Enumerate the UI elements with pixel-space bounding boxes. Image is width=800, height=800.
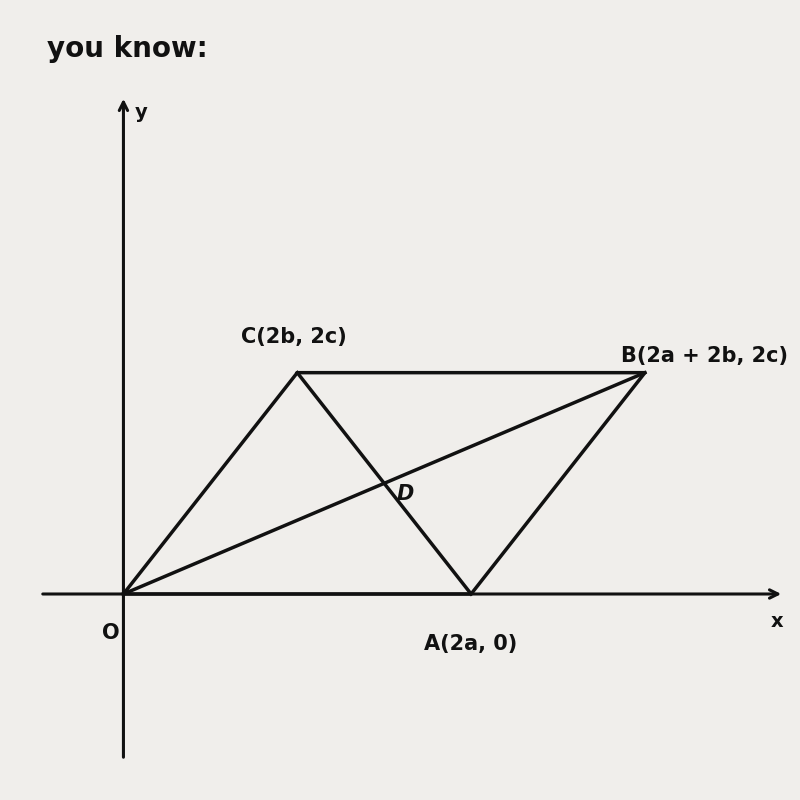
Text: B(2a + 2b, 2c): B(2a + 2b, 2c) xyxy=(621,346,787,366)
Text: O: O xyxy=(102,622,120,642)
Text: C(2b, 2c): C(2b, 2c) xyxy=(241,327,346,347)
Text: you know:: you know: xyxy=(47,35,208,63)
Text: A(2a, 0): A(2a, 0) xyxy=(425,634,518,654)
Text: D: D xyxy=(396,484,414,504)
Text: y: y xyxy=(134,103,147,122)
Text: x: x xyxy=(770,612,783,631)
